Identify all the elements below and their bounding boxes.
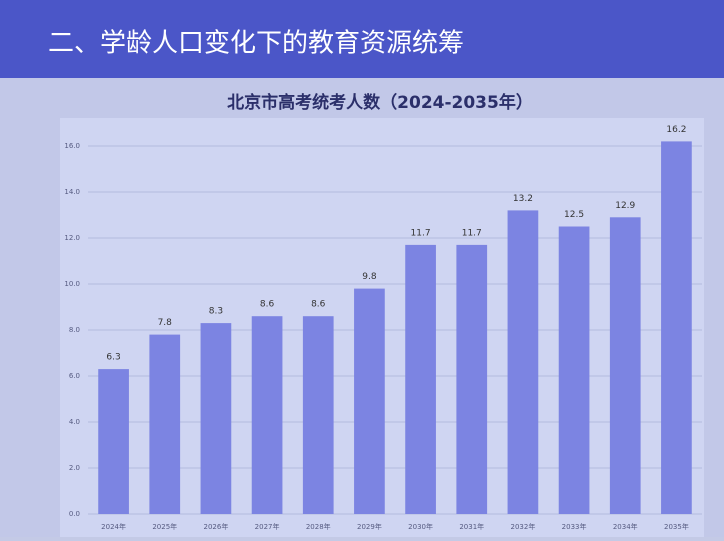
bar <box>661 141 692 514</box>
x-tick-label: 2024年 <box>101 522 126 531</box>
x-tick-label: 2025年 <box>152 522 177 531</box>
bar <box>456 244 488 514</box>
y-tick-label: 0.0 <box>69 510 80 518</box>
x-tick-label: 2028年 <box>306 522 331 531</box>
y-tick-label: 6.0 <box>69 372 80 380</box>
bar <box>200 323 232 514</box>
chart-title: 北京市高考统考人数（2024-2035年） <box>227 92 533 113</box>
data-label: 8.3 <box>209 307 223 317</box>
y-tick-label: 12.0 <box>64 234 80 242</box>
header-bar <box>0 0 724 78</box>
data-label: 13.2 <box>513 194 533 204</box>
data-label: 8.6 <box>260 300 275 310</box>
bar <box>98 369 129 514</box>
x-tick-label: 2035年 <box>664 522 689 531</box>
data-label: 12.5 <box>564 210 584 220</box>
data-label: 11.7 <box>411 228 431 238</box>
x-tick-label: 2031年 <box>459 522 484 531</box>
y-tick-label: 14.0 <box>64 188 80 196</box>
y-tick-label: 4.0 <box>69 418 80 426</box>
x-tick-label: 2033年 <box>562 522 587 531</box>
bar <box>251 316 283 514</box>
data-label: 6.3 <box>106 353 120 363</box>
data-label: 8.6 <box>311 300 326 310</box>
data-label: 12.9 <box>615 201 635 211</box>
x-tick-label: 2034年 <box>613 522 638 531</box>
y-tick-label: 2.0 <box>69 464 80 472</box>
bar <box>302 316 334 514</box>
bar <box>149 334 181 514</box>
data-label: 9.8 <box>362 272 377 282</box>
y-tick-label: 16.0 <box>64 142 80 150</box>
x-tick-label: 2026年 <box>204 522 229 531</box>
data-label: 16.2 <box>666 125 686 135</box>
x-tick-label: 2032年 <box>511 522 536 531</box>
heading: 二、学龄人口变化下的教育资源统筹 <box>48 29 464 59</box>
data-label: 11.7 <box>462 228 482 238</box>
y-tick-label: 10.0 <box>64 280 80 288</box>
bar <box>405 244 436 514</box>
bar <box>354 288 385 514</box>
x-tick-label: 2027年 <box>255 522 280 531</box>
bar <box>609 217 641 515</box>
bar <box>558 226 590 514</box>
x-tick-label: 2029年 <box>357 522 382 531</box>
y-tick-label: 8.0 <box>69 326 80 334</box>
data-label: 7.8 <box>158 318 173 328</box>
x-tick-label: 2030年 <box>408 522 433 531</box>
bar <box>507 210 539 514</box>
